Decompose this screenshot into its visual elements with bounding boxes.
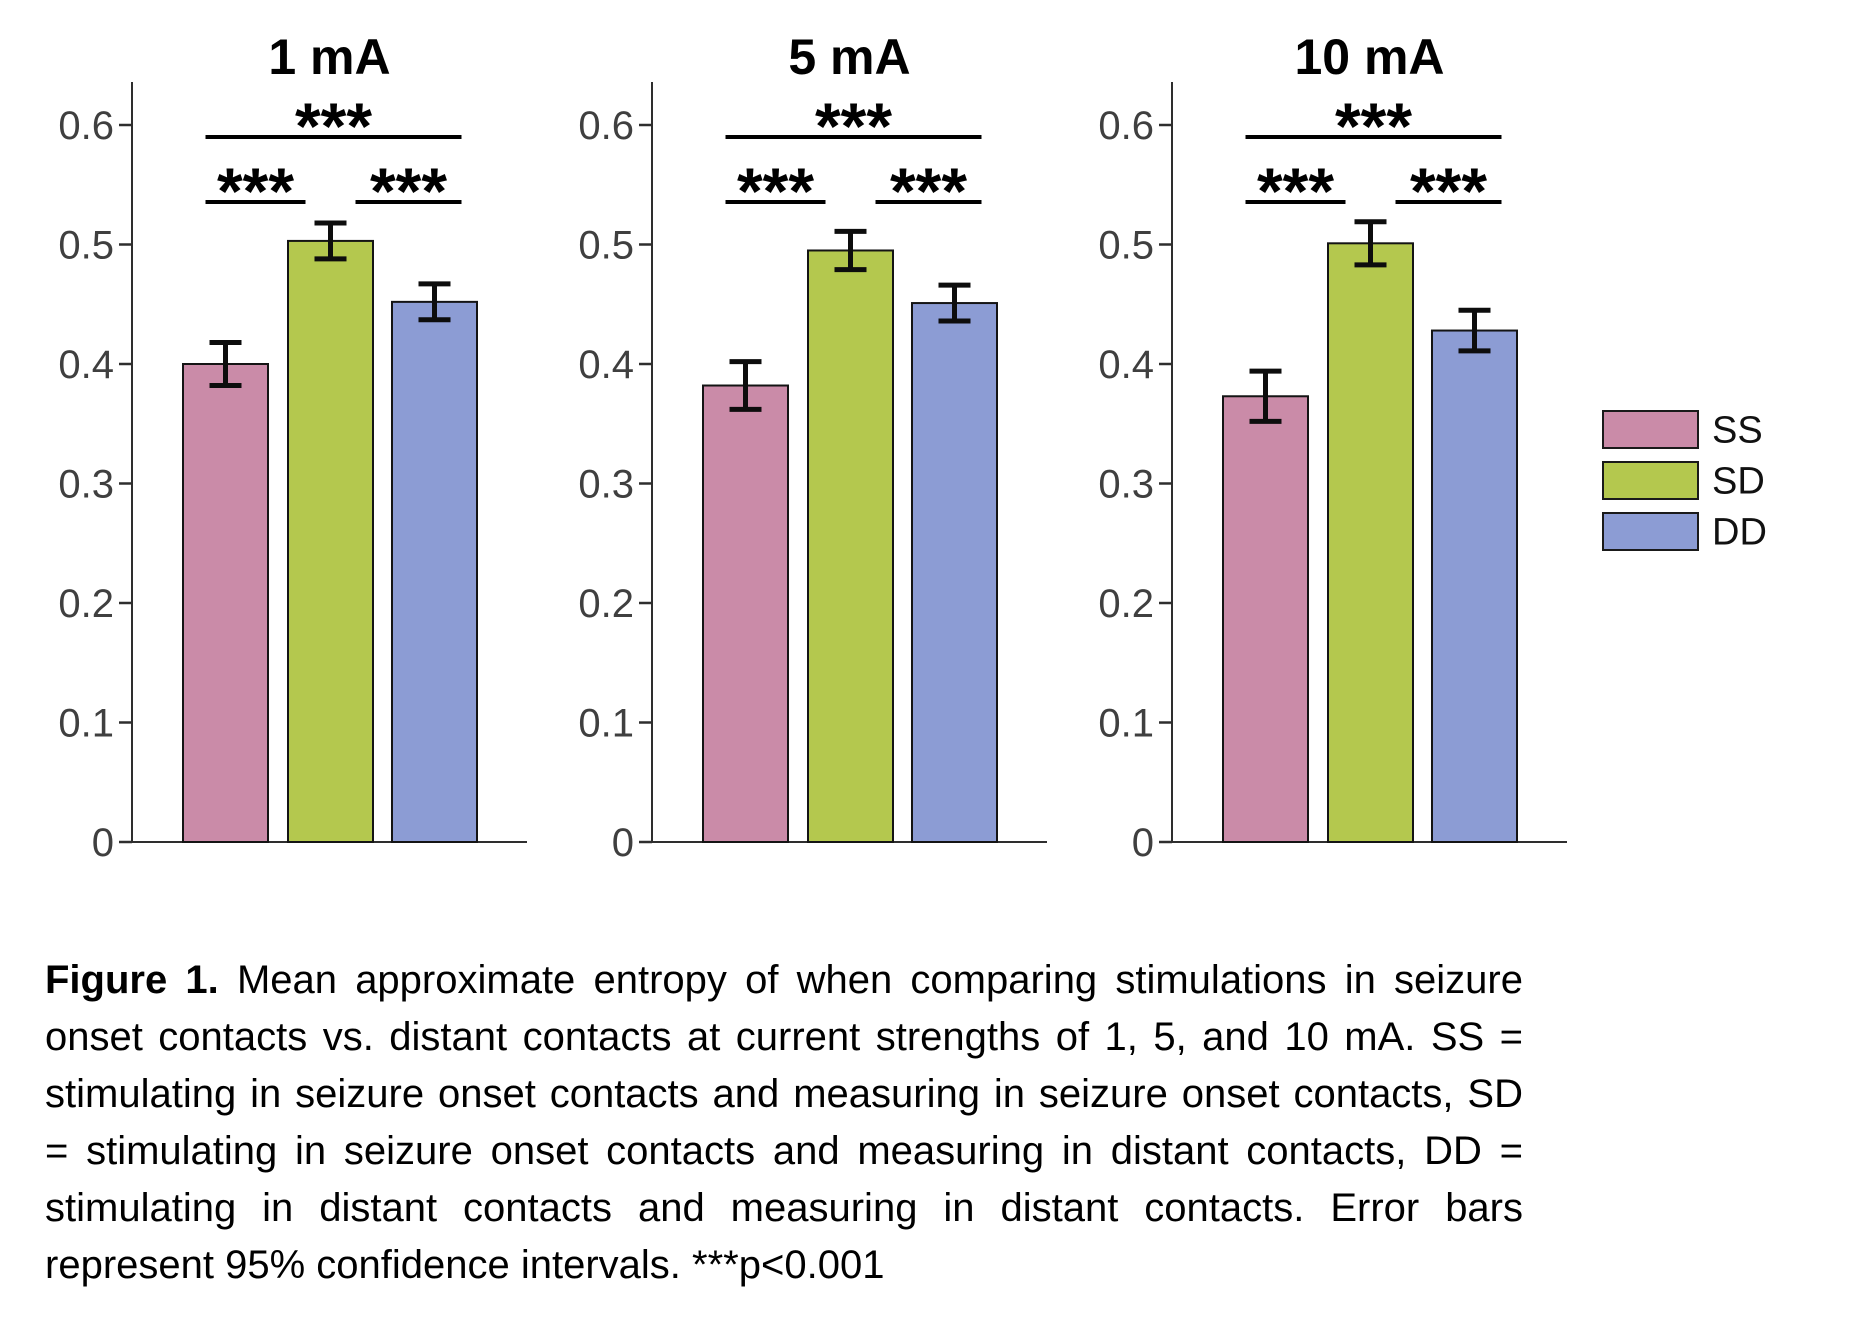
panel-title: 1 mA [268, 29, 390, 85]
legend: SS SD DD [1602, 410, 1767, 554]
y-tick-label-0: 0 [612, 821, 634, 865]
sig-bracket-ss-sd: *** [205, 154, 306, 228]
error-bar-ss [1249, 368, 1282, 424]
bar-10-ma-sd [1327, 242, 1414, 843]
y-tick-label-0.6: 0.6 [58, 104, 114, 148]
y-tick-label-0.5: 0.5 [58, 224, 114, 268]
sig-stars: *** [1257, 154, 1334, 228]
caption-label: Figure 1. [45, 958, 219, 1002]
y-tick-label-0.3: 0.3 [578, 463, 634, 507]
y-tick-label-0.3: 0.3 [1098, 463, 1154, 507]
sig-stars: *** [1335, 89, 1412, 163]
bar-5-ma-ss [702, 384, 789, 843]
y-tick-label-0.5: 0.5 [1098, 224, 1154, 268]
error-bar-sd [314, 220, 347, 262]
y-tick-label-0: 0 [92, 821, 114, 865]
sig-stars: *** [295, 89, 372, 163]
figure-caption: Figure 1. Mean approximate entropy of wh… [45, 952, 1523, 1294]
bar-1-ma-sd [287, 239, 374, 844]
legend-label-sd: SD [1712, 461, 1765, 503]
y-tick-label-0.4: 0.4 [58, 343, 114, 387]
y-tick-label-0.5: 0.5 [578, 224, 634, 268]
sig-stars: *** [370, 154, 447, 228]
error-bar-sd [834, 228, 867, 273]
sig-bracket-ss-dd: *** [205, 89, 462, 163]
sig-stars: *** [1410, 154, 1487, 228]
sig-bracket-ss-dd: *** [725, 89, 982, 163]
sig-bracket-sd-dd: *** [875, 154, 982, 228]
sig-bracket-ss-dd: *** [1245, 89, 1502, 163]
legend-label-dd: DD [1712, 512, 1767, 554]
y-tick-label-0.6: 0.6 [578, 104, 634, 148]
y-tick-label-0.6: 0.6 [1098, 104, 1154, 148]
legend-swatch-ss [1602, 410, 1699, 449]
caption-text: Mean approximate entropy of when compari… [45, 958, 1523, 1287]
error-bar-dd [938, 282, 971, 324]
error-bar-ss [209, 339, 242, 389]
y-tick-label-0.1: 0.1 [1098, 702, 1154, 746]
y-tick-label-0.1: 0.1 [578, 702, 634, 746]
y-tick-label-0.1: 0.1 [58, 702, 114, 746]
y-tick-label-0: 0 [1132, 821, 1154, 865]
sig-bracket-ss-sd: *** [1245, 154, 1346, 228]
error-bar-sd [1354, 219, 1387, 268]
bar-5-ma-sd [807, 249, 894, 844]
legend-label-ss: SS [1712, 410, 1763, 452]
y-tick-label-0.3: 0.3 [58, 463, 114, 507]
bar-10-ma-dd [1431, 329, 1518, 843]
y-tick-label-0.4: 0.4 [578, 343, 634, 387]
error-bar-ss [729, 359, 762, 412]
panel-title: 10 mA [1294, 29, 1444, 85]
bar-10-ma-ss [1222, 395, 1309, 843]
y-tick-label-0.2: 0.2 [1098, 582, 1154, 626]
y-tick-label-0.2: 0.2 [58, 582, 114, 626]
bar-1-ma-dd [391, 300, 478, 843]
bar-1-ma-ss [182, 363, 269, 843]
sig-stars: *** [815, 89, 892, 163]
sig-stars: *** [737, 154, 814, 228]
sig-stars: *** [890, 154, 967, 228]
legend-swatch-sd [1602, 461, 1699, 500]
sig-stars: *** [217, 154, 294, 228]
error-bar-dd [418, 281, 451, 323]
panel-title: 5 mA [788, 29, 910, 85]
y-tick-label-0.2: 0.2 [578, 582, 634, 626]
sig-bracket-sd-dd: *** [355, 154, 462, 228]
legend-swatch-dd [1602, 512, 1699, 551]
sig-bracket-sd-dd: *** [1395, 154, 1502, 228]
error-bar-dd [1458, 307, 1491, 354]
sig-bracket-ss-sd: *** [725, 154, 826, 228]
bar-5-ma-dd [911, 302, 998, 843]
y-tick-label-0.4: 0.4 [1098, 343, 1154, 387]
